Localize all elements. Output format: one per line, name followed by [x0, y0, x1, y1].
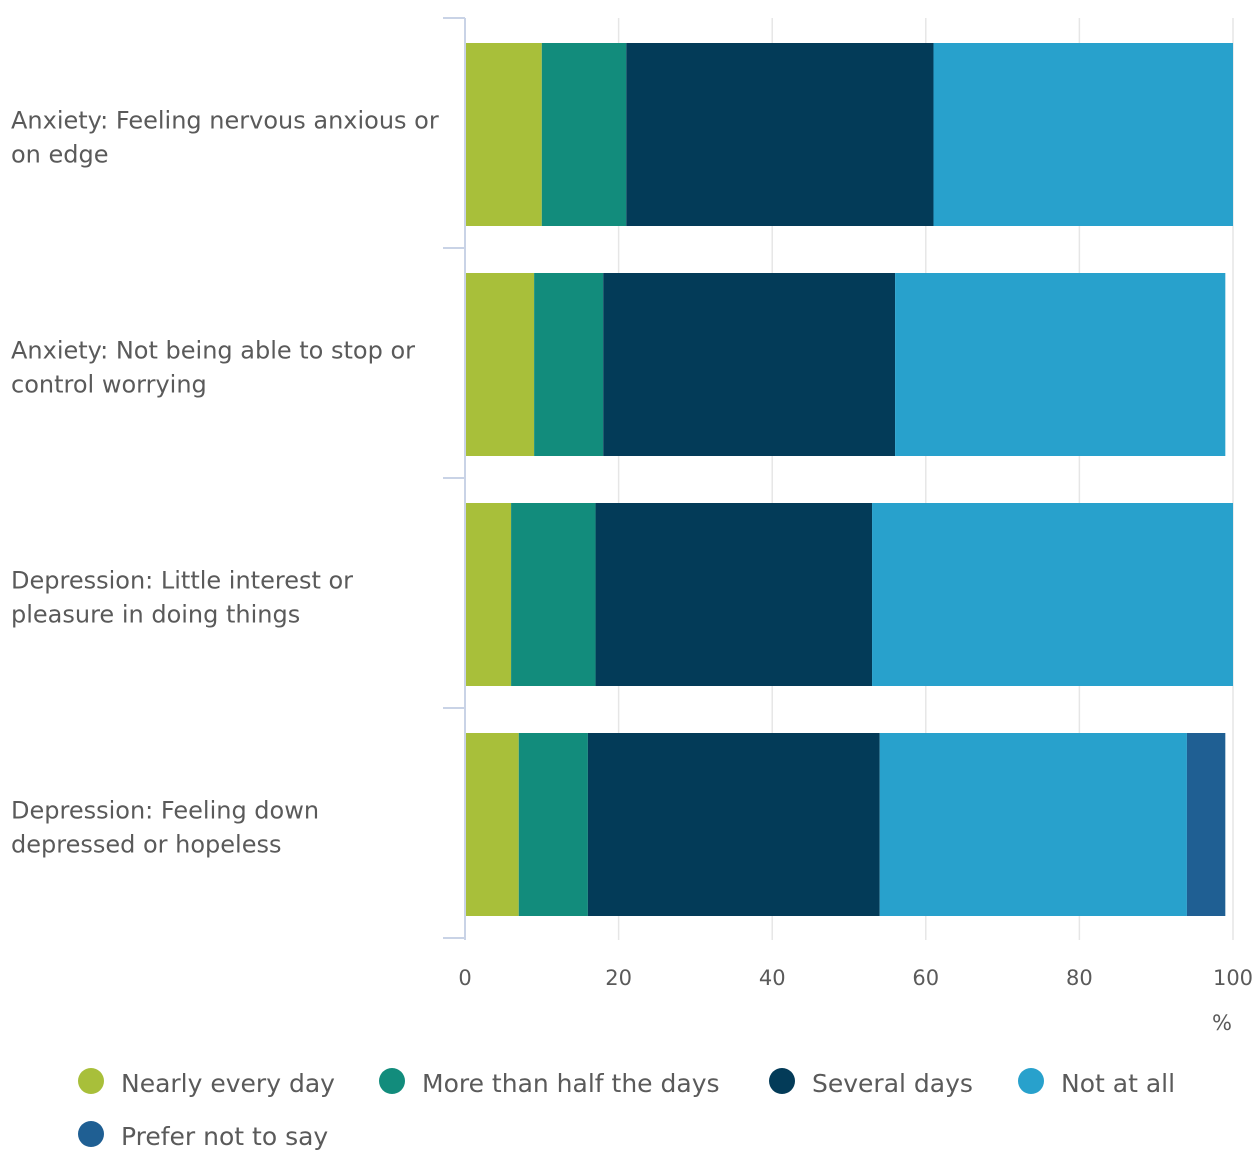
x-tick-label: 60	[912, 966, 939, 990]
legend-label: Not at all	[1061, 1069, 1175, 1098]
x-tick-labels: 0 20 40 60 80 100	[458, 966, 1253, 990]
bar-segment[interactable]	[626, 43, 934, 226]
bar-segment[interactable]	[541, 43, 627, 226]
category-label: Depression: Feeling down depressed or hop…	[11, 797, 319, 859]
category-label: Anxiety: Feeling nervous anxious or on ed…	[11, 107, 439, 169]
bar-segment[interactable]	[534, 273, 604, 456]
category-label-line: on edge	[11, 141, 109, 169]
legend-item[interactable]: Not at all	[1018, 1068, 1175, 1098]
x-tick-label: 40	[759, 966, 786, 990]
category-label-line: depressed or hopeless	[11, 831, 282, 859]
bar-segment[interactable]	[465, 503, 512, 686]
bar-segment[interactable]	[872, 503, 1233, 686]
legend-swatch	[78, 1068, 104, 1094]
legend: Nearly every day More than half the days S…	[78, 1068, 1175, 1151]
legend-swatch	[1018, 1068, 1044, 1094]
bar-segment[interactable]	[465, 273, 535, 456]
x-tick-label: 80	[1066, 966, 1093, 990]
category-label: Anxiety: Not being able to stop or contro…	[11, 337, 415, 399]
legend-label: More than half the days	[422, 1069, 720, 1098]
category-label: Depression: Little interest or pleasure i…	[11, 567, 353, 629]
bar-segment[interactable]	[933, 43, 1233, 226]
bar-segment[interactable]	[465, 43, 542, 226]
bars-layer	[465, 43, 1233, 916]
legend-item[interactable]: Nearly every day	[78, 1068, 335, 1098]
x-tick-label: 100	[1213, 966, 1253, 990]
legend-item[interactable]: Several days	[769, 1068, 973, 1098]
legend-item[interactable]: Prefer not to say	[78, 1121, 328, 1151]
category-labels: Anxiety: Feeling nervous anxious or on ed…	[11, 107, 439, 859]
bar-segment[interactable]	[1186, 733, 1226, 916]
bar-segment[interactable]	[895, 273, 1226, 456]
category-label-line: pleasure in doing things	[11, 601, 300, 629]
category-label-line: Depression: Little interest or	[11, 567, 353, 595]
category-label-line: control worrying	[11, 371, 207, 399]
x-tick-label: 0	[458, 966, 471, 990]
category-label-line: Depression: Feeling down	[11, 797, 319, 825]
bar-segment[interactable]	[518, 733, 588, 916]
x-axis-unit-label: %	[1212, 1011, 1232, 1035]
axis-layer	[443, 17, 466, 940]
bar-segment[interactable]	[879, 733, 1187, 916]
bar-segment[interactable]	[511, 503, 596, 686]
category-label-line: Anxiety: Feeling nervous anxious or	[11, 107, 439, 135]
legend-swatch	[379, 1068, 405, 1094]
bar-segment[interactable]	[595, 503, 873, 686]
legend-swatch	[78, 1121, 104, 1147]
bar-segment[interactable]	[587, 733, 880, 916]
x-tick-label: 20	[605, 966, 632, 990]
bar-segment[interactable]	[465, 733, 519, 916]
legend-label: Nearly every day	[121, 1069, 335, 1098]
legend-swatch	[769, 1068, 795, 1094]
legend-label: Several days	[812, 1069, 973, 1098]
category-label-line: Anxiety: Not being able to stop or	[11, 337, 415, 365]
legend-label: Prefer not to say	[121, 1122, 328, 1151]
legend-item[interactable]: More than half the days	[379, 1068, 720, 1098]
bar-segment[interactable]	[603, 273, 896, 456]
